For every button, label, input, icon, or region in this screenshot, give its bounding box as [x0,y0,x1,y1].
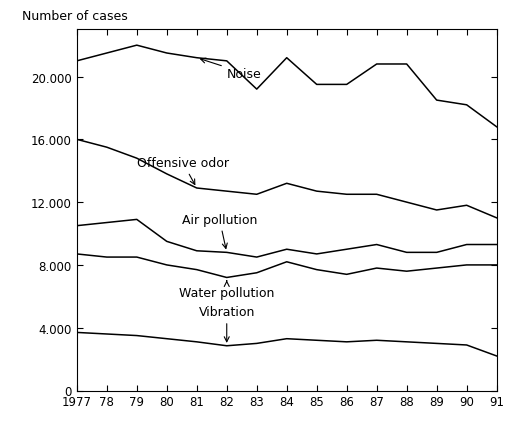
Text: Noise: Noise [201,59,262,80]
Text: Water pollution: Water pollution [179,281,274,299]
Text: Vibration: Vibration [199,306,255,342]
Text: Number of cases: Number of cases [22,10,128,23]
Text: Air pollution: Air pollution [182,213,257,249]
Text: Offensive odor: Offensive odor [137,157,229,185]
